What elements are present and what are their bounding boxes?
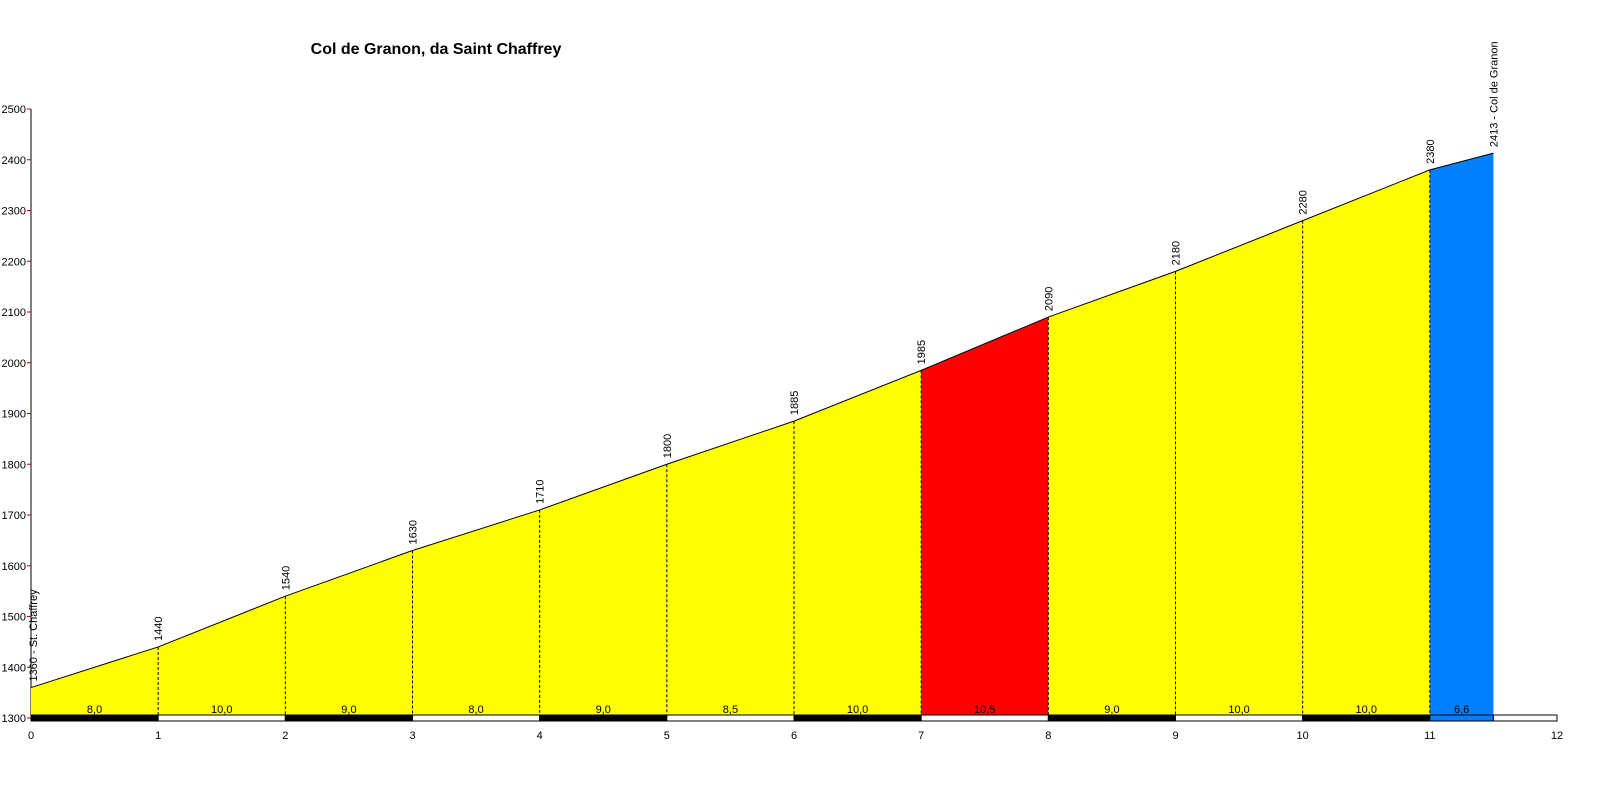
profile-segment [158, 596, 286, 715]
y-tick-label: 1400 [2, 662, 26, 674]
profile-segment [1048, 271, 1176, 715]
gradient-label: 10,0 [1228, 704, 1249, 716]
elevation-label: 2180 [1171, 241, 1183, 265]
profile-segment [1302, 169, 1430, 715]
elevation-label: 1360 - St. Chaffrey [28, 589, 40, 682]
elevation-label: 1440 [153, 616, 165, 640]
profile-segment [1429, 153, 1494, 716]
elevation-label: 1800 [662, 434, 674, 458]
profile-segment [412, 509, 540, 715]
y-tick-label: 2500 [2, 104, 26, 116]
x-tick-label: 8 [1045, 730, 1051, 742]
elevation-label: 1885 [789, 391, 801, 415]
gradient-label: 10,0 [1356, 704, 1377, 716]
x-tick-label: 4 [537, 730, 543, 742]
profile-segment [1175, 220, 1303, 715]
y-tick-label: 1900 [2, 409, 26, 421]
x-tick-label: 3 [409, 730, 415, 742]
x-tick-label: 1 [155, 730, 161, 742]
y-tick-label: 1500 [2, 612, 26, 624]
gradient-label: 9,0 [596, 704, 611, 716]
gradient-label: 9,0 [341, 704, 356, 716]
gradient-label: 8,0 [87, 704, 102, 716]
y-tick-label: 1300 [2, 713, 26, 725]
elevation-label: 2380 [1425, 139, 1437, 163]
y-tick-label: 1600 [2, 561, 26, 573]
gradient-label: 8,5 [723, 704, 738, 716]
gradient-label: 9,0 [1104, 704, 1119, 716]
elevation-label: 1540 [280, 566, 292, 590]
x-axis: 0 1 2 3 4 5 6 7 8 9 10 11 12 [28, 730, 1563, 742]
elevation-label: 1985 [916, 340, 928, 364]
gradient-label: 10,5 [974, 704, 995, 716]
x-tick-label: 2 [282, 730, 288, 742]
y-tick-label: 1700 [2, 510, 26, 522]
y-tick-label: 2400 [2, 155, 26, 167]
profile-segment [539, 464, 667, 715]
profile-segment [794, 370, 922, 715]
km-markers [157, 169, 1431, 715]
elevation-label: 1630 [408, 520, 420, 544]
x-tick-label: 7 [918, 730, 924, 742]
elevation-labels: 1360 - St. Chaffrey 1440 1540 1630 1710 1800 1… [28, 41, 1500, 681]
elevation-label: 2280 [1298, 190, 1310, 214]
gradient-label: 6,6 [1454, 704, 1469, 716]
x-tick-label: 9 [1172, 730, 1178, 742]
x-tick-label: 10 [1297, 730, 1309, 742]
gradient-label: 10,0 [211, 704, 232, 716]
y-tick-label: 2300 [2, 206, 26, 218]
profile-segment [666, 421, 794, 715]
x-tick-label: 5 [664, 730, 670, 742]
x-tick-label: 12 [1551, 730, 1563, 742]
gradient-bar: 8,0 10,0 9,0 8,0 9,0 8,5 10,0 10,5 9,0 10,0 10,0 6,… [30, 704, 1558, 722]
elevation-label: 2413 - Col de Granon [1488, 41, 1500, 147]
profile-segments [30, 152, 1494, 716]
profile-segment [285, 550, 413, 715]
gradient-label: 10,0 [847, 704, 868, 716]
y-axis: 1300 1400 1500 1600 1700 1800 1900 2000 2100 2200… [2, 104, 32, 725]
profile-segment [31, 646, 159, 715]
gradient-cell [1492, 714, 1558, 722]
profile-segment [921, 317, 1049, 715]
y-tick-label: 1800 [2, 459, 26, 471]
elevation-label: 2090 [1043, 287, 1055, 311]
x-tick-label: 0 [28, 730, 34, 742]
x-tick-label: 11 [1424, 730, 1435, 742]
elevation-label: 1710 [535, 479, 547, 503]
gradient-label: 8,0 [468, 704, 483, 716]
y-tick-label: 2000 [2, 358, 26, 370]
y-tick-label: 2100 [2, 307, 26, 319]
chart-title: Col de Granon, da Saint Chaffrey [311, 41, 562, 58]
y-tick-label: 2200 [2, 256, 26, 268]
x-tick-label: 6 [791, 730, 797, 742]
